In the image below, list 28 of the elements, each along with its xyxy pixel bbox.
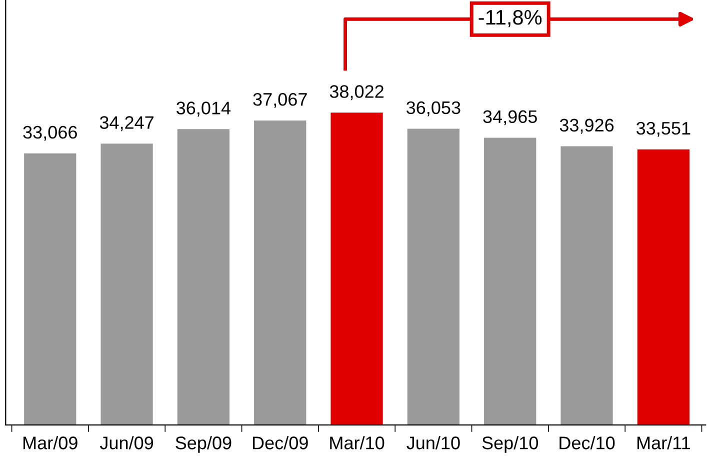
bar <box>637 149 690 425</box>
bar <box>24 153 76 425</box>
x-tick-label: Jun/09 <box>100 436 154 450</box>
bar <box>560 146 613 425</box>
data-label: 34,247 <box>100 116 154 132</box>
bar <box>330 112 383 425</box>
x-tick-label: Mar/11 <box>637 436 690 450</box>
x-tick-label: Dec/09 <box>252 436 308 450</box>
x-tick-label: Sep/09 <box>176 436 232 453</box>
bar <box>407 128 460 425</box>
bar <box>177 129 230 425</box>
data-label: 37,067 <box>253 92 307 108</box>
bar <box>100 144 153 425</box>
bar <box>254 120 306 425</box>
data-label: 33,551 <box>636 122 690 137</box>
x-tick-label: Mar/10 <box>330 436 384 450</box>
data-label: 34,965 <box>483 110 537 126</box>
data-label: 33,926 <box>560 118 614 134</box>
x-tick-label: Mar/09 <box>24 436 78 450</box>
bar <box>484 138 536 425</box>
x-tick-label: Sep/10 <box>482 436 538 453</box>
x-tick-label: Dec/10 <box>560 436 615 450</box>
data-label: 36,014 <box>176 102 231 117</box>
data-label: 36,053 <box>406 101 460 116</box>
data-label: 33,066 <box>23 126 77 141</box>
x-tick-label: Jun/10 <box>406 436 460 450</box>
data-label: 38,022 <box>330 85 384 100</box>
text: -11,8% <box>478 10 542 28</box>
